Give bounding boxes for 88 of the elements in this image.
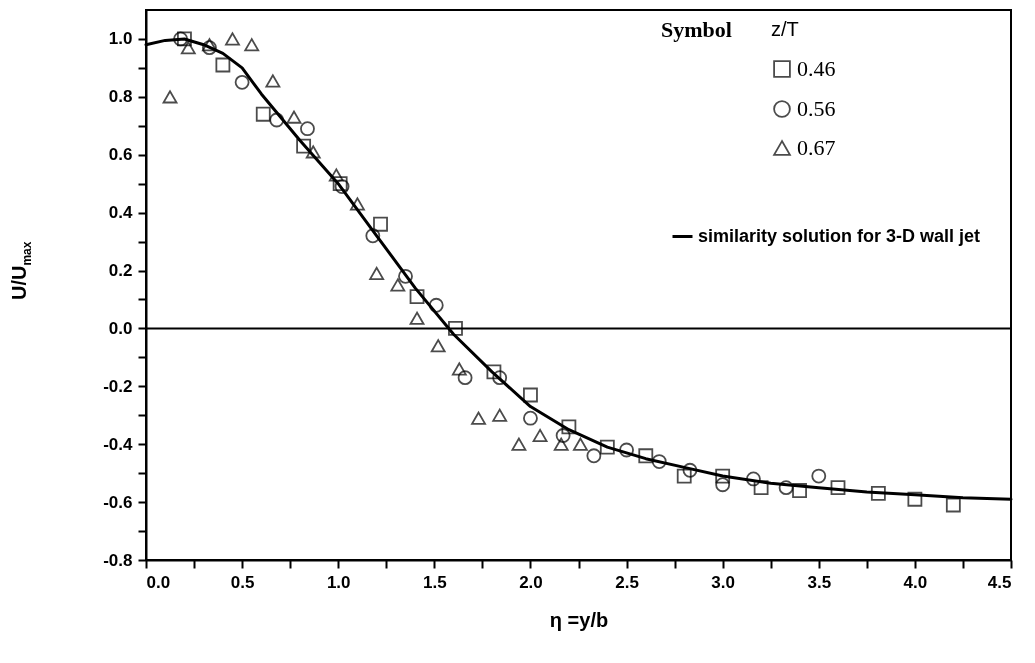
point — [870, 486, 886, 501]
point — [286, 110, 302, 124]
annotation: Symbol — [661, 17, 732, 42]
y-tick-label: -0.2 — [103, 376, 133, 396]
y-tick-label: -0.4 — [103, 434, 134, 454]
point — [202, 38, 217, 52]
point — [451, 362, 467, 376]
point — [753, 480, 769, 496]
point — [265, 74, 281, 88]
legend-label: 0.46 — [797, 56, 836, 81]
point — [430, 339, 446, 353]
x-tick-label: 0.0 — [146, 572, 171, 592]
point — [177, 31, 192, 47]
point — [373, 216, 388, 232]
point — [269, 112, 285, 128]
x-tick-label: 4.5 — [987, 572, 1012, 592]
point — [428, 297, 444, 313]
point — [907, 491, 923, 507]
x-tick-label: 2.0 — [519, 572, 543, 592]
x-tick-label: 1.5 — [423, 572, 447, 592]
legend-title: z/T — [771, 18, 799, 40]
y-tick-label: 0.4 — [108, 203, 134, 223]
point — [409, 311, 425, 325]
legend-label: 0.67 — [797, 135, 836, 160]
point — [390, 278, 406, 292]
y-tick-label: 0.2 — [108, 261, 133, 281]
point — [715, 477, 731, 493]
legend-label: 0.56 — [797, 96, 836, 121]
point — [830, 480, 846, 496]
point — [532, 428, 548, 443]
point — [555, 428, 571, 443]
point — [586, 448, 602, 464]
point — [448, 321, 463, 336]
point — [715, 468, 731, 484]
point — [553, 437, 569, 451]
y-tick-label: 0.6 — [108, 145, 133, 165]
point — [511, 437, 527, 451]
x-axis-title: η =y/b — [549, 608, 609, 631]
point — [296, 138, 312, 154]
point — [457, 370, 473, 386]
point — [350, 197, 365, 211]
point — [676, 468, 692, 484]
y-tick-label: 1.0 — [108, 29, 133, 49]
point — [778, 480, 794, 496]
y-tick-label: -0.8 — [103, 550, 133, 570]
point — [300, 121, 315, 137]
point — [305, 145, 321, 159]
point — [215, 57, 231, 73]
point — [599, 439, 615, 455]
y-tick-label: 0.8 — [108, 87, 133, 107]
point — [225, 32, 240, 46]
point — [369, 266, 385, 280]
point — [180, 41, 196, 55]
x-tick-label: 2.5 — [615, 572, 639, 592]
point — [492, 370, 508, 386]
point — [328, 168, 344, 182]
point — [244, 38, 260, 52]
x-tick-label: 0.5 — [230, 572, 255, 592]
point — [638, 448, 654, 464]
point — [398, 268, 413, 284]
legend-label: similarity solution for 3-D wall jet — [698, 225, 981, 246]
point — [365, 228, 381, 244]
point — [746, 471, 761, 487]
x-tick-label: 3.5 — [807, 572, 832, 592]
point — [792, 483, 807, 498]
point — [651, 454, 667, 469]
point — [234, 74, 250, 90]
point — [173, 31, 189, 47]
point — [471, 411, 486, 425]
point — [682, 462, 698, 478]
point — [162, 90, 178, 104]
point — [202, 40, 217, 56]
point — [811, 468, 827, 484]
y-tick-label: -0.6 — [103, 492, 133, 512]
point — [523, 387, 538, 403]
point — [945, 497, 961, 513]
x-tick-label: 1.0 — [326, 572, 351, 592]
point — [561, 419, 577, 435]
point — [486, 364, 502, 380]
point — [255, 106, 271, 122]
point — [492, 408, 508, 422]
y-tick-label: 0.0 — [108, 318, 133, 338]
point — [619, 442, 634, 458]
point — [573, 437, 588, 451]
x-tick-label: 3.0 — [711, 572, 735, 592]
point — [523, 410, 538, 426]
x-tick-label: 4.0 — [903, 572, 928, 592]
point — [409, 289, 425, 304]
